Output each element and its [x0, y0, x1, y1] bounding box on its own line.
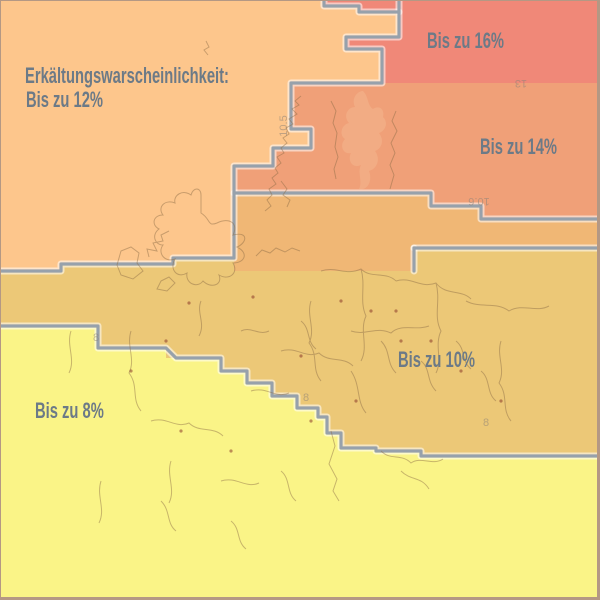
svg-text:8: 8 — [483, 417, 489, 429]
svg-text:10.6: 10.6 — [468, 195, 489, 207]
svg-text:8: 8 — [303, 392, 309, 404]
svg-text:13: 13 — [515, 77, 527, 89]
svg-text:10.5: 10.5 — [278, 115, 290, 136]
svg-text:8: 8 — [93, 332, 99, 344]
